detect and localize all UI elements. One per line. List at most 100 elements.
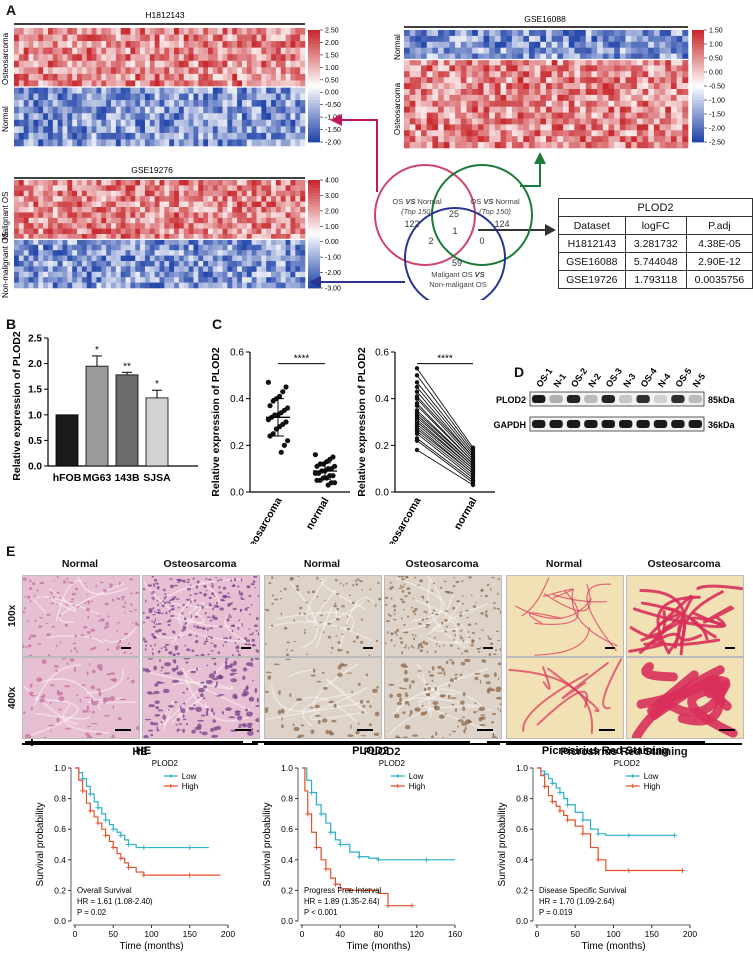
heatmap-cell <box>251 139 257 147</box>
cell-nucleus <box>407 591 411 595</box>
heatmap-cell <box>81 139 88 147</box>
heatmap-cell <box>432 112 439 119</box>
heatmap-cell <box>154 132 160 140</box>
x-tick-label: 150 <box>183 929 197 939</box>
heatmap-cell <box>101 282 107 289</box>
heatmap-cell <box>52 80 58 88</box>
heatmap-cell <box>120 106 126 114</box>
venn-set1-sub: (Top 150) <box>401 207 433 216</box>
heatmap-cell <box>271 201 277 208</box>
cell-nucleus <box>459 614 463 617</box>
heatmap-cell <box>659 142 666 149</box>
heatmap-cell <box>130 106 136 114</box>
cell-nucleus <box>162 632 167 636</box>
cell-nucleus <box>223 641 228 643</box>
heatmap-cell <box>261 255 267 262</box>
heatmap-cell <box>546 94 552 102</box>
heatmap-cell <box>52 196 58 202</box>
cell-nucleus <box>28 644 32 648</box>
cell-nucleus <box>225 707 232 711</box>
cell-nucleus <box>205 679 213 685</box>
heatmap-cell <box>415 53 422 60</box>
heatmap-cell <box>203 255 209 262</box>
cell-nucleus <box>357 578 360 581</box>
heatmap-cell <box>404 47 410 54</box>
cell-nucleus <box>23 611 26 614</box>
heatmap-cell <box>125 100 131 107</box>
heatmap-cell <box>237 266 243 273</box>
cell-nucleus <box>405 692 407 694</box>
heatmap-cell <box>188 261 194 267</box>
heatmap-cell <box>96 282 102 289</box>
heatmap-cell <box>636 77 643 84</box>
heatmap-cell <box>23 126 29 134</box>
heatmap-cell <box>140 80 146 88</box>
collagen-fiber <box>542 588 574 599</box>
heatmap-cell <box>72 277 78 283</box>
heatmap-cell <box>280 54 286 62</box>
heatmap-cell <box>154 100 160 107</box>
cell-nucleus <box>213 662 217 666</box>
heatmap-cell <box>506 100 513 107</box>
heatmap-cell <box>455 136 462 143</box>
heatmap-cell <box>585 30 592 37</box>
heatmap-cell <box>23 119 29 127</box>
cell-nucleus <box>86 725 91 728</box>
heatmap-cell <box>232 60 238 68</box>
collagen-fiber <box>571 588 618 647</box>
heatmap-cell <box>91 255 97 262</box>
heatmap-cell <box>203 54 209 62</box>
cell-nucleus <box>399 637 403 640</box>
heatmap-cell <box>563 53 570 60</box>
cell-nucleus <box>201 606 205 608</box>
blot-band <box>671 420 685 428</box>
heatmap-cell <box>295 239 301 246</box>
cell-nucleus <box>46 613 48 616</box>
heatmap-cell <box>528 77 535 84</box>
heatmap-cell <box>14 60 20 68</box>
cell-nucleus <box>405 724 410 730</box>
cell-nucleus <box>337 672 343 677</box>
colorbar-segment <box>308 274 320 278</box>
lane-label: N-1 <box>552 372 569 390</box>
heatmap-cell <box>47 60 54 68</box>
cell-nucleus <box>197 604 200 607</box>
heatmap-cell <box>154 239 160 246</box>
heatmap-cell <box>115 67 121 75</box>
heatmap-cell <box>449 112 456 119</box>
heatmap-cell <box>271 80 277 88</box>
data-point <box>470 482 476 488</box>
heatmap-cell <box>280 250 286 256</box>
cell-nucleus <box>337 665 342 670</box>
cell-nucleus <box>417 646 420 650</box>
heatmap-cell <box>111 73 117 81</box>
heatmap-cell <box>409 112 416 119</box>
tissue-streak <box>309 711 362 721</box>
heatmap-cell <box>500 77 507 84</box>
heatmap-cell <box>96 228 102 235</box>
significance-mark: **** <box>437 354 453 365</box>
heatmap-cell <box>534 59 541 66</box>
heatmap-cell <box>125 113 131 121</box>
cell-nucleus <box>76 606 80 608</box>
heatmap-cell <box>256 47 262 55</box>
cell-nucleus <box>178 606 180 609</box>
heatmap-cell <box>212 126 218 134</box>
cell-nucleus <box>239 608 243 611</box>
cell-nucleus <box>437 665 443 669</box>
heatmap-cell <box>261 28 267 35</box>
heatmap-cell <box>111 80 117 88</box>
cell-nucleus <box>154 610 156 614</box>
heatmap-cell <box>47 106 54 114</box>
heatmap-cell <box>227 100 233 107</box>
heatmap-cell <box>432 106 439 113</box>
heatmap-cell <box>135 126 141 134</box>
heatmap-cell <box>183 113 189 121</box>
heatmap-cell <box>251 190 257 197</box>
cell-nucleus <box>86 671 89 676</box>
cell-nucleus <box>385 642 387 645</box>
cell-nucleus <box>112 704 115 710</box>
arrow-to-h1812143 <box>340 119 378 192</box>
heatmap-cell <box>47 234 54 240</box>
heatmap-cell <box>67 41 73 48</box>
